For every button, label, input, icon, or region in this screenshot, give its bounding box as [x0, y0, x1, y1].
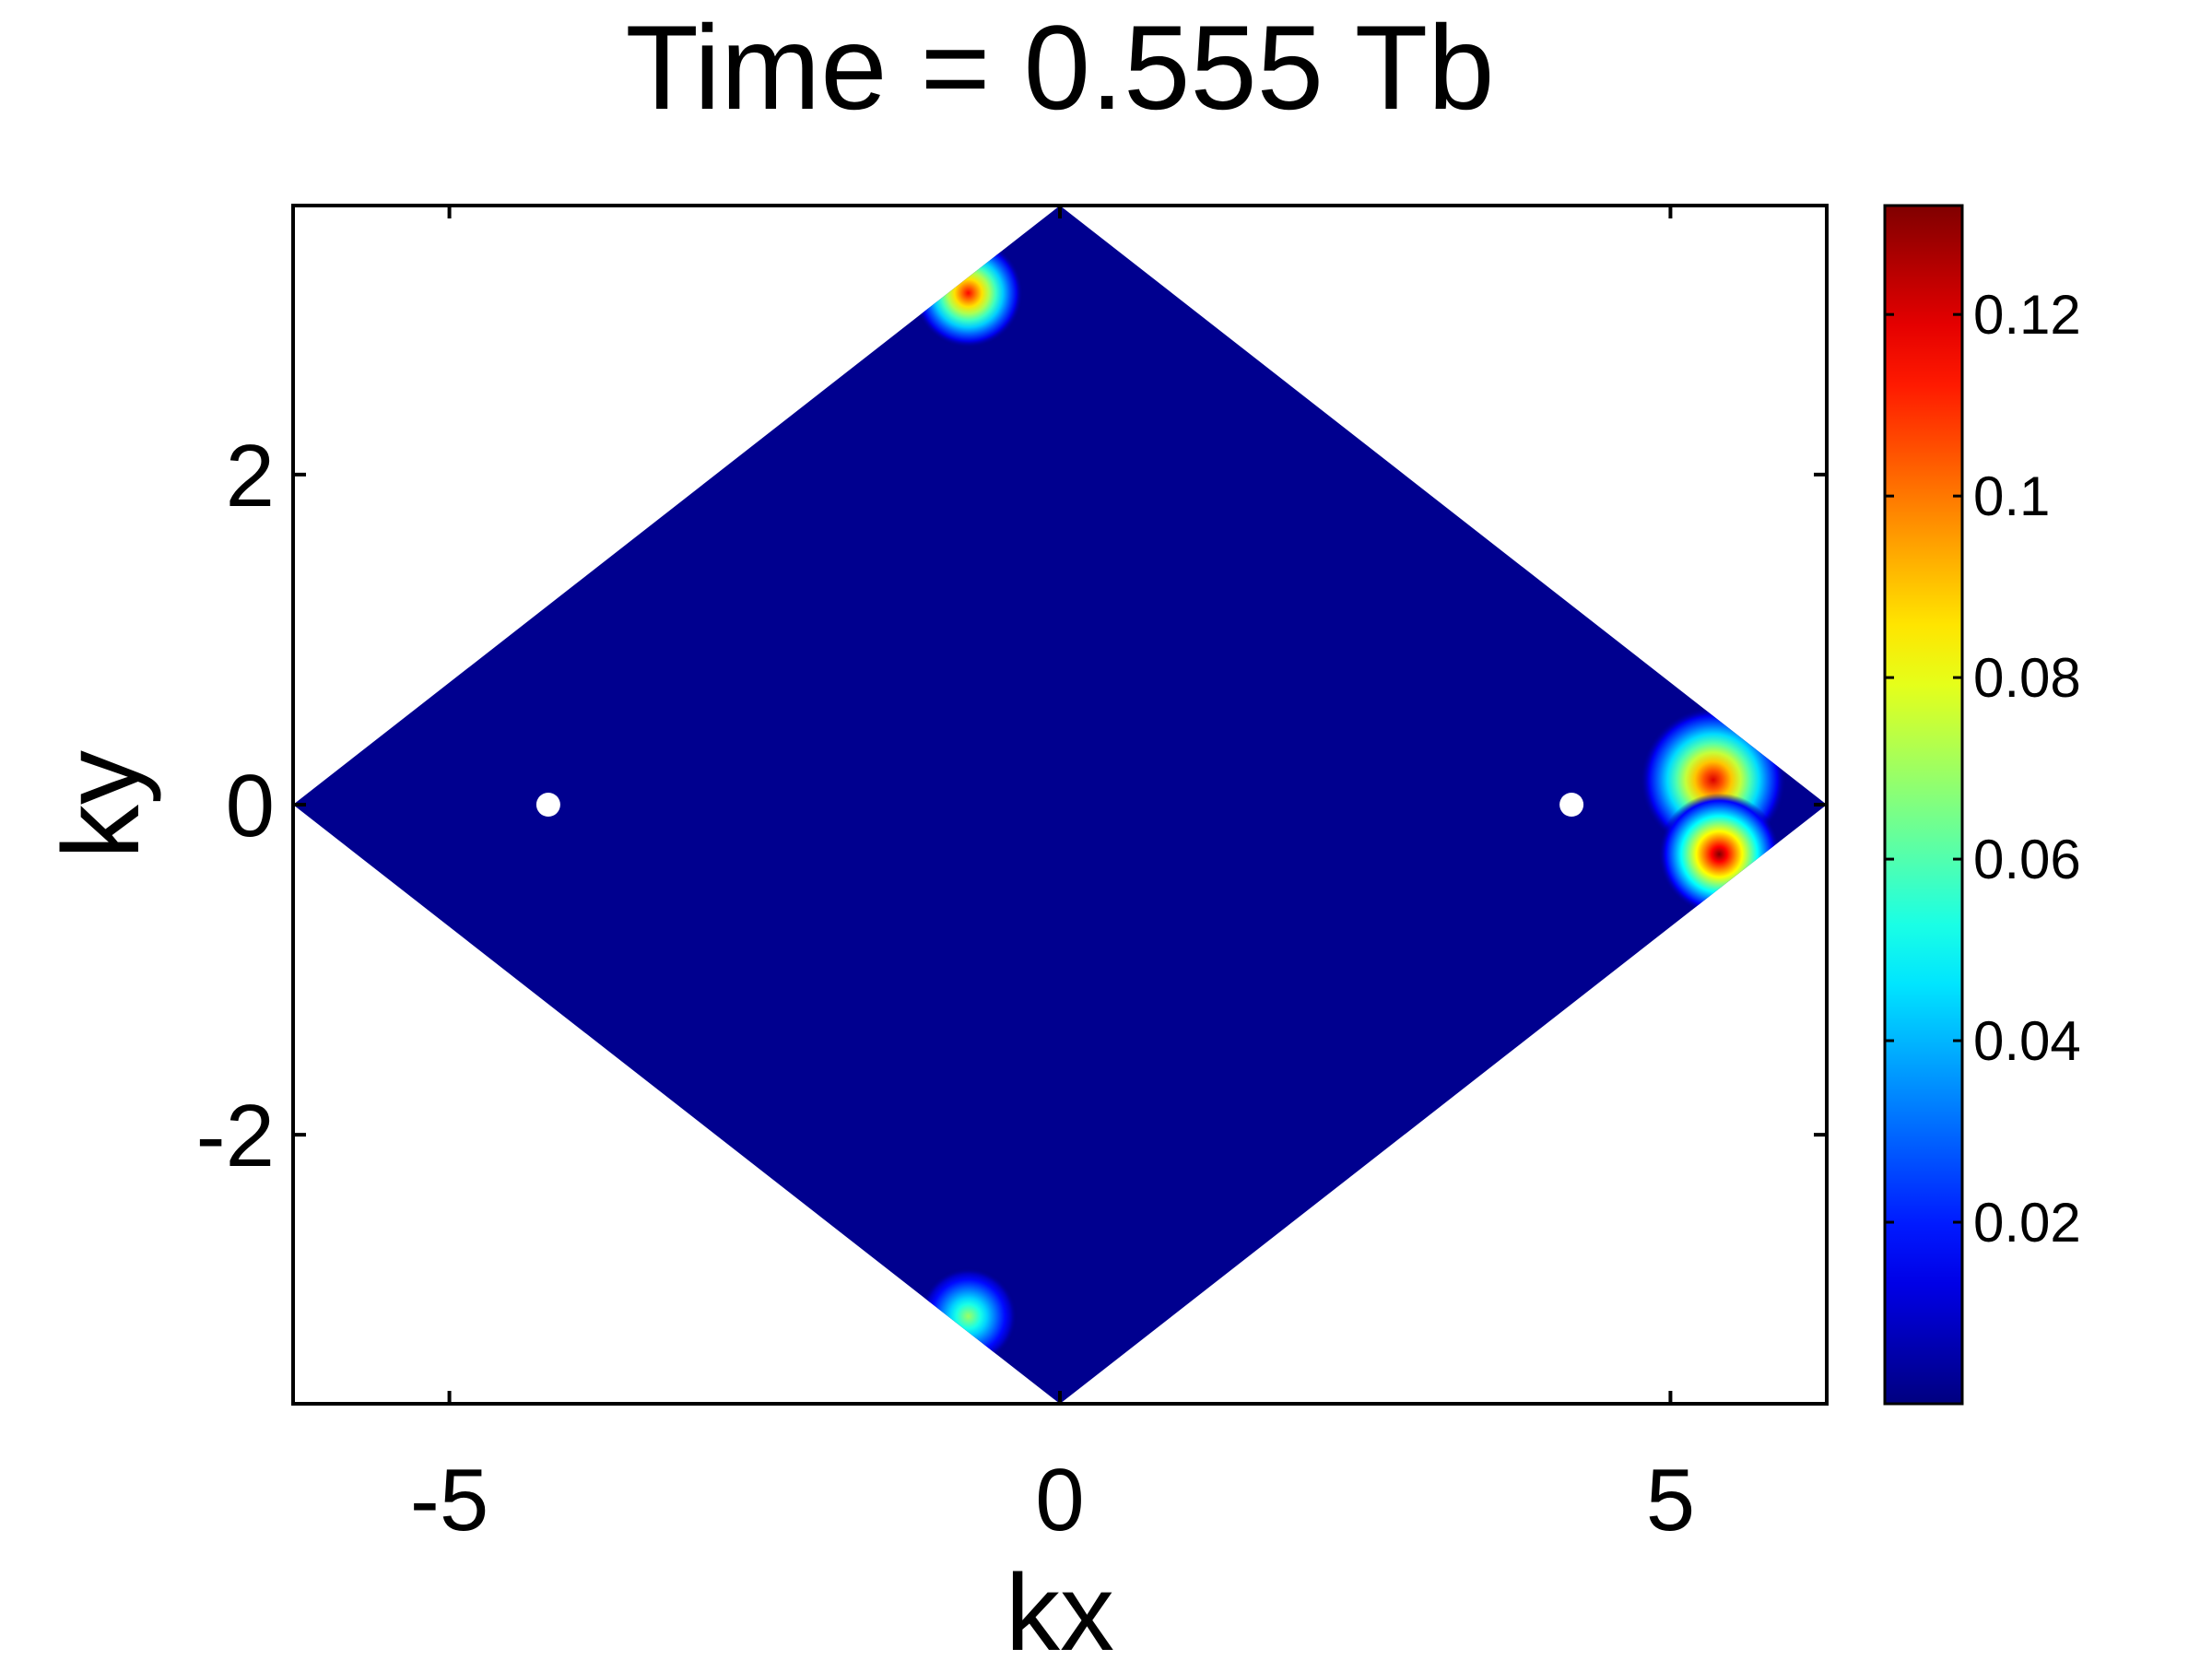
x-tick-label: -5	[410, 1451, 488, 1549]
colorbar-tick-label: 0.02	[1973, 1192, 2081, 1254]
colorbar-tick-label: 0.12	[1973, 284, 2081, 346]
excluded-points	[535, 793, 1584, 817]
y-axis-label: ky	[41, 750, 162, 859]
brillouin-zone-region	[293, 206, 1827, 1404]
x-axis-ticks: -5 0 5	[410, 206, 1695, 1549]
plot-area	[293, 206, 1827, 1404]
chart-title: Time = 0.555 Tb	[625, 0, 1494, 135]
y-tick-label: 0	[226, 757, 275, 855]
colorbar-tick-label: 0.08	[1973, 647, 2081, 709]
hotspot	[1658, 793, 1781, 915]
colorbar-tick-label: 0.04	[1973, 1010, 2081, 1072]
colorbar-ticks: 0.02 0.04 0.06 0.08 0.1 0.12	[1885, 284, 2081, 1254]
excluded-point	[1559, 793, 1584, 817]
y-axis-ticks: 2 0 -2	[196, 427, 1827, 1185]
x-tick-label: 0	[1035, 1451, 1084, 1549]
colorbar	[1883, 204, 1964, 1406]
colorbar-tick-label: 0.06	[1973, 829, 2081, 890]
excluded-point	[535, 793, 560, 817]
hotspot	[913, 238, 1024, 348]
x-axis-label: kx	[1006, 1552, 1114, 1660]
y-tick-label: 2	[226, 427, 275, 525]
colorbar-tick-label: 0.1	[1973, 465, 2050, 527]
y-tick-label: -2	[196, 1087, 275, 1185]
x-tick-label: 5	[1646, 1451, 1695, 1549]
hotspot	[919, 1267, 1018, 1366]
